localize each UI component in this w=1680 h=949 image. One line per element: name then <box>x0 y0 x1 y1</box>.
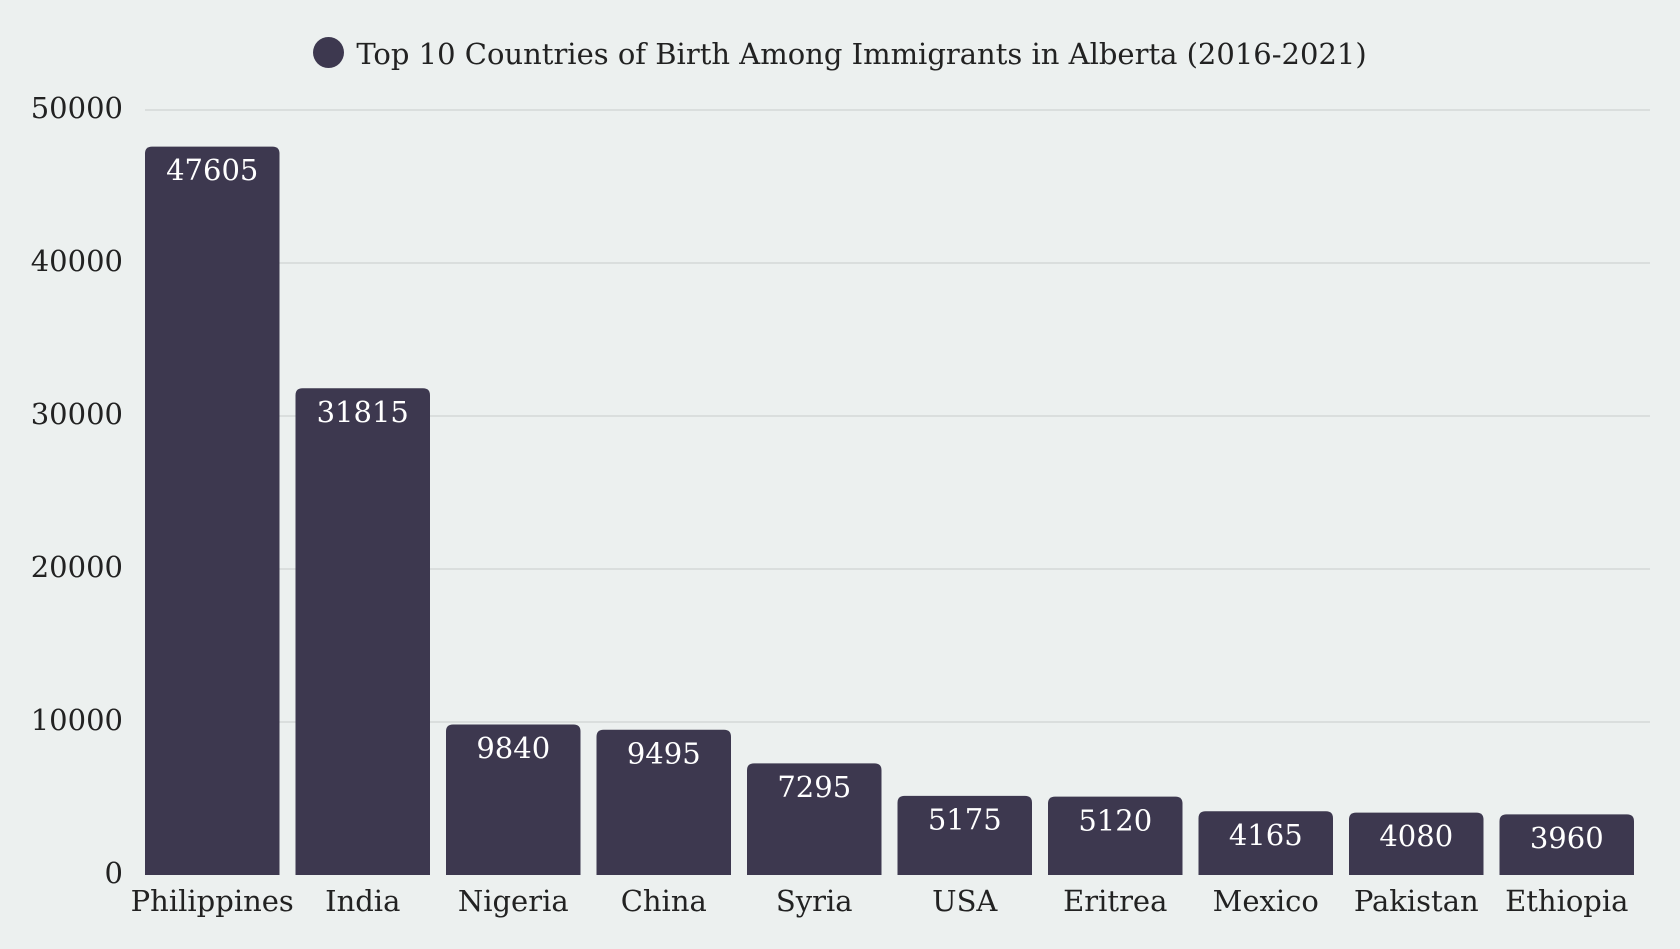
chart-legend[interactable]: Top 10 Countries of Birth Among Immigran… <box>0 30 1680 76</box>
bar-nigeria[interactable] <box>446 724 581 875</box>
legend-label: Top 10 Countries of Birth Among Immigran… <box>356 37 1367 71</box>
bar-pakistan[interactable] <box>1349 812 1484 875</box>
x-tick-label: Ethiopia <box>1505 884 1628 918</box>
bar-value-label: 31815 <box>317 395 409 429</box>
bar-usa[interactable] <box>897 795 1033 875</box>
bar-value-label: 47605 <box>166 153 258 187</box>
bar-value-label: 5175 <box>928 802 1002 836</box>
x-tick-label: Eritrea <box>1063 884 1167 918</box>
bar-value-labels: 47605 31815 9840 9495 7295 5175 5120 4165 4080 39… <box>166 153 1604 855</box>
bar-value-label: 3960 <box>1530 821 1604 855</box>
x-tick-label: Pakistan <box>1354 884 1479 918</box>
x-tick-label: Philippines <box>131 884 294 918</box>
y-tick-label: 40000 <box>31 244 123 278</box>
x-tick-label: India <box>325 884 400 918</box>
bars <box>145 146 1635 875</box>
bar-value-label: 9495 <box>627 736 701 770</box>
bar-value-label: 4165 <box>1229 818 1303 852</box>
bar-syria[interactable] <box>747 763 882 875</box>
x-tick-label: Nigeria <box>458 884 569 918</box>
legend-swatch <box>313 36 345 68</box>
x-tick-label: Mexico <box>1213 884 1319 918</box>
bar-philippines[interactable] <box>145 146 280 875</box>
bar-value-label: 5120 <box>1078 803 1152 837</box>
y-tick-label: 0 <box>105 856 123 890</box>
x-axis-tick-labels: Philippines India Nigeria China Syria USA Erit… <box>131 884 1629 918</box>
x-tick-label: China <box>621 884 707 918</box>
bar-china[interactable] <box>596 729 732 875</box>
y-axis-tick-labels: 0 10000 20000 30000 40000 50000 <box>31 91 123 890</box>
y-tick-label: 20000 <box>31 550 123 584</box>
bar-value-label: 7295 <box>777 770 851 804</box>
bar-value-label: 4080 <box>1379 819 1453 853</box>
bar-eritrea[interactable] <box>1048 796 1183 875</box>
y-tick-label: 10000 <box>31 703 123 737</box>
x-tick-label: USA <box>932 884 998 918</box>
x-tick-label: Syria <box>776 884 853 918</box>
bar-mexico[interactable] <box>1198 811 1334 875</box>
y-tick-label: 30000 <box>31 397 123 431</box>
bar-india[interactable] <box>295 388 431 875</box>
y-tick-label: 50000 <box>31 91 123 125</box>
bar-value-label: 9840 <box>476 731 550 765</box>
bar-ethiopia[interactable] <box>1499 814 1635 875</box>
